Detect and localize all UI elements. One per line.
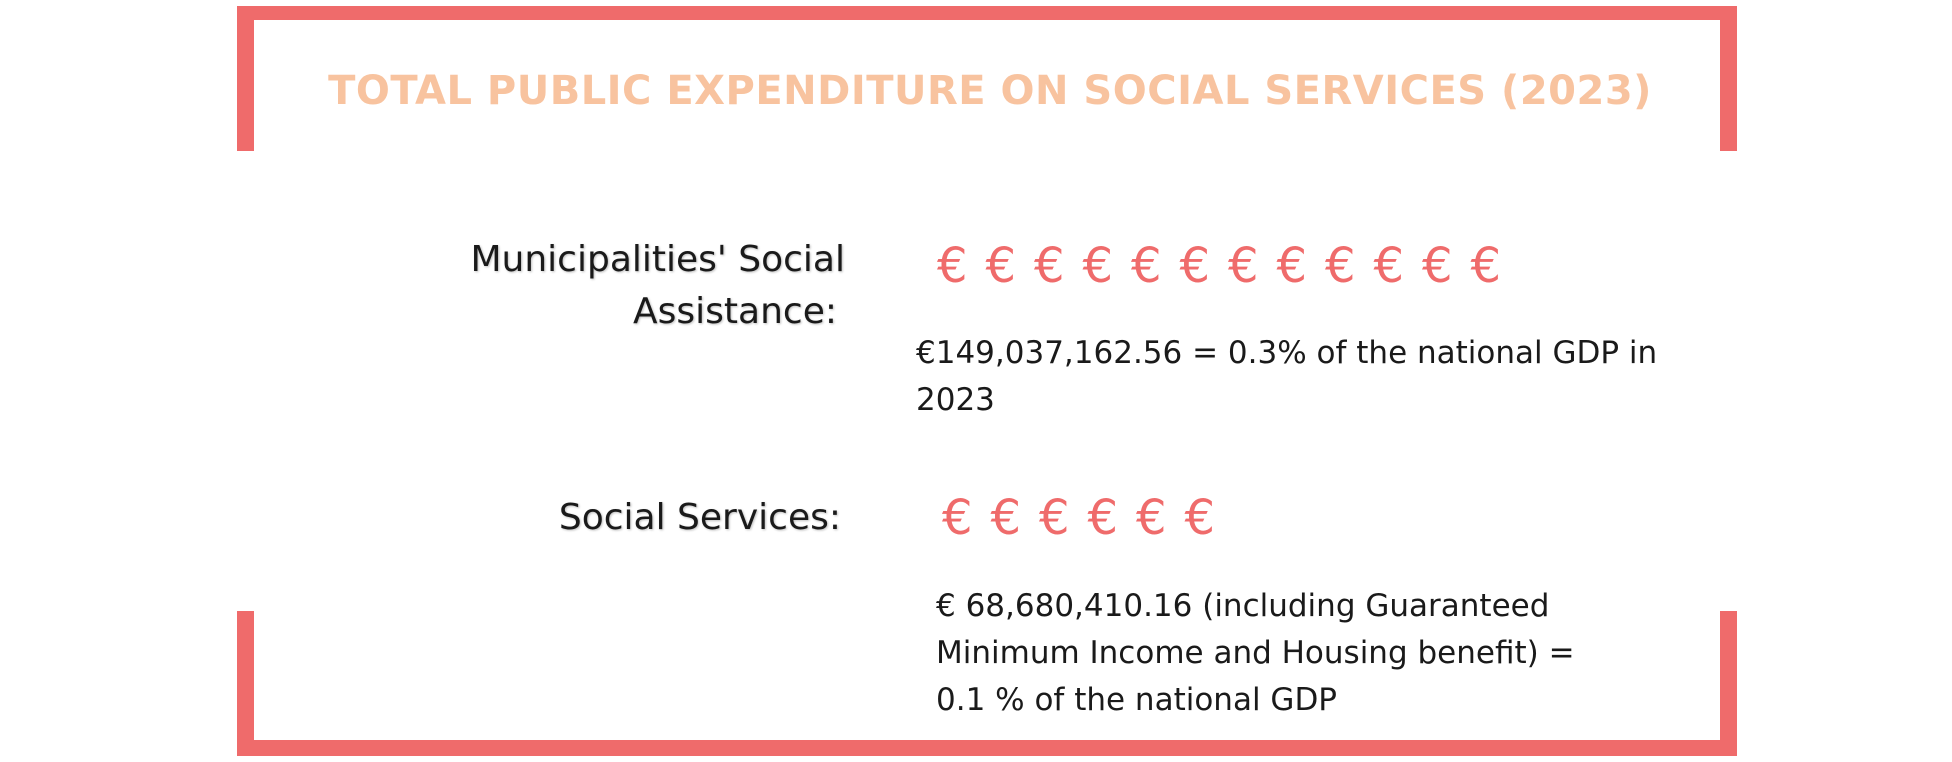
euro-symbol-mark: €: [1179, 238, 1211, 294]
detail-line: € 68,680,410.16 (including Guaranteed: [936, 588, 1550, 624]
euro-symbol-mark: €: [1135, 490, 1167, 546]
euro-symbol-mark: €: [1184, 490, 1216, 546]
euro-symbol-mark: €: [1276, 238, 1308, 294]
frame-bottom-bar: [237, 740, 1737, 756]
euro-symbol-mark: €: [1373, 238, 1405, 294]
row-label-line: Social Services:: [558, 497, 841, 538]
euro-symbol-mark: €: [1087, 490, 1119, 546]
euro-symbol-row-social-services: € € € € € €: [933, 490, 1224, 546]
frame-top-bar: [237, 6, 1737, 20]
euro-symbol-mark: €: [1421, 238, 1453, 294]
euro-symbol-mark: €: [1470, 238, 1502, 294]
row-label-line: Assistance:: [633, 291, 837, 332]
detail-line: €149,037,162.56 = 0.3% of the national G…: [916, 335, 1658, 371]
detail-line: 0.1 % of the national GDP: [936, 682, 1338, 718]
detail-line: 2023: [916, 382, 995, 418]
euro-symbol-mark: €: [1038, 490, 1070, 546]
euro-symbol-row-municipalities: € € € € € € € € € € € €: [928, 238, 1510, 294]
detail-line: Minimum Income and Housing benefit) =: [936, 635, 1575, 671]
frame-bottom-right-post: [1720, 611, 1737, 756]
euro-symbol-mark: €: [936, 238, 968, 294]
euro-symbol-mark: €: [1033, 238, 1065, 294]
row-label-social-services: Social Services:: [559, 492, 845, 544]
frame-top-right-post: [1720, 6, 1737, 151]
euro-symbol-mark: €: [941, 490, 973, 546]
euro-symbol-mark: €: [1227, 238, 1259, 294]
euro-symbol-mark: €: [1082, 238, 1114, 294]
frame-bottom-left-post: [237, 611, 254, 756]
euro-symbol-mark: €: [1130, 238, 1162, 294]
chart-title: TOTAL PUBLIC EXPENDITURE ON SOCIAL SERVI…: [328, 68, 1652, 114]
euro-symbol-mark: €: [1324, 238, 1356, 294]
detail-social-services: € 68,680,410.16 (including Guaranteed Mi…: [936, 583, 1575, 724]
row-label-municipalities: Municipalities' Social Assistance:: [470, 234, 845, 338]
euro-symbol-mark: €: [990, 490, 1022, 546]
row-label-line: Municipalities' Social: [470, 239, 845, 280]
detail-municipalities: €149,037,162.56 = 0.3% of the national G…: [916, 330, 1657, 424]
euro-symbol-mark: €: [985, 238, 1017, 294]
frame-top-left-post: [237, 6, 254, 151]
